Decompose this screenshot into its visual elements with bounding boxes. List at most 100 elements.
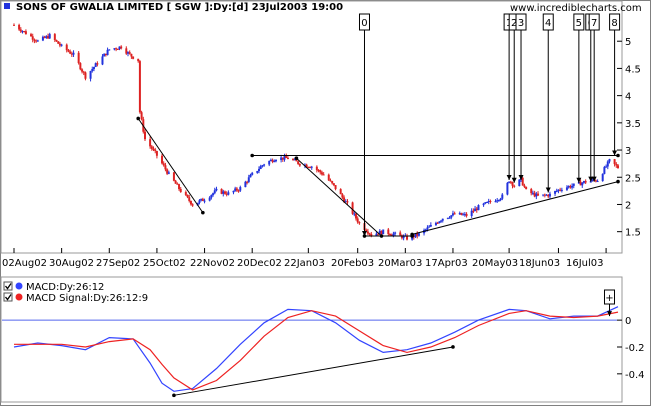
trendline-anchor[interactable] [201,210,205,215]
candle-body [436,222,439,224]
candle-body [429,224,432,227]
trendline-anchor[interactable] [410,232,414,237]
marker-label: 7 [591,18,597,29]
candle-body [47,36,50,39]
candle-body [21,31,24,33]
trendline-anchor[interactable] [294,156,299,161]
marker-box[interactable] [515,13,527,31]
candle-body [309,167,312,169]
marker-arrow-icon [506,174,512,180]
candle-body [533,192,536,197]
macd-signal-checkbox[interactable] [3,292,13,302]
candle-body [208,197,211,201]
candle-body [582,181,585,183]
candle-body [94,63,97,67]
candle-body [191,204,194,206]
trendline-anchor[interactable] [250,153,254,158]
candle-body [589,180,592,183]
candle-body [234,188,237,191]
macd-marker-label: + [605,293,613,304]
candle-body [126,52,129,54]
candle-body [167,172,170,174]
candle-body [178,184,181,190]
candle-body [472,210,475,212]
candle-body [43,36,46,38]
macd-checkbox[interactable] [3,281,13,291]
candle-body [545,194,548,196]
candle-body [518,179,521,187]
marker-box[interactable] [588,13,600,31]
trendline[interactable] [296,157,382,237]
candle-body [559,189,562,191]
marker-label: 0 [361,18,367,29]
trendline-anchor[interactable] [616,153,620,158]
trendline-anchor[interactable] [172,393,176,398]
candle-body [378,230,381,235]
candle-body [222,191,225,194]
candle-body [150,146,153,149]
candle-body [271,159,274,162]
price-y-tick-label: 3.5 [625,119,641,130]
date-tick-label: 25Oct02 [143,258,186,269]
marker-box[interactable] [609,13,621,31]
candle-body [521,177,524,186]
candle-body [402,235,405,239]
candle-body [91,68,94,72]
candle-body [615,164,618,166]
candle-body [116,48,119,50]
candle-body [424,229,427,231]
candle-body [115,48,118,50]
candle-body [239,187,242,191]
candle-body [251,172,254,175]
trendline-anchor[interactable] [451,345,455,349]
macd-trendline-segment[interactable] [173,346,454,396]
marker-box[interactable] [573,13,585,31]
macd-marker-box[interactable] [603,289,615,305]
candle-body [523,185,526,187]
date-tick-label: 02Aug02 [2,258,47,269]
candle-body [189,200,192,205]
candle-body [203,200,206,202]
candle-body [458,212,461,215]
candle-body [283,156,286,160]
candle-body [179,189,182,193]
date-tick-label: 27Sep02 [96,258,140,269]
trendline[interactable] [412,181,619,235]
candle-body [353,213,356,215]
trendline[interactable] [137,118,204,213]
candle-body [554,191,557,194]
candle-body [188,197,191,201]
macd-y-tick-label: -0.2 [625,343,645,354]
candle-body [244,181,247,188]
trendline-anchor[interactable] [616,179,620,184]
candle-body [319,170,322,173]
candle-body [406,235,409,240]
candle-body [305,164,308,167]
marker-box[interactable] [542,13,554,31]
date-tick-label: 18Jun03 [519,258,560,269]
candle-body [322,174,325,176]
candle-body [317,170,320,172]
candle-body [152,148,155,150]
candle-body [601,173,604,182]
candle-body [356,218,359,223]
candle-body [84,72,87,79]
candle-body [428,226,431,228]
marker-arrow-icon [511,177,517,183]
candle-body [557,189,560,191]
candle-body [484,202,487,204]
candle-body [200,198,203,201]
candle-body [414,233,417,238]
candle-body [605,166,608,168]
candle-body [606,161,609,167]
candle-body [53,34,56,40]
trendline-anchor[interactable] [136,116,141,121]
candle-body [89,71,92,79]
candle-body [613,159,616,165]
candle-body [96,63,99,65]
marker-box[interactable] [358,13,370,31]
candle-body [531,192,534,194]
candle-body [506,182,509,195]
candle-body [261,165,264,167]
candle-body [31,36,34,40]
